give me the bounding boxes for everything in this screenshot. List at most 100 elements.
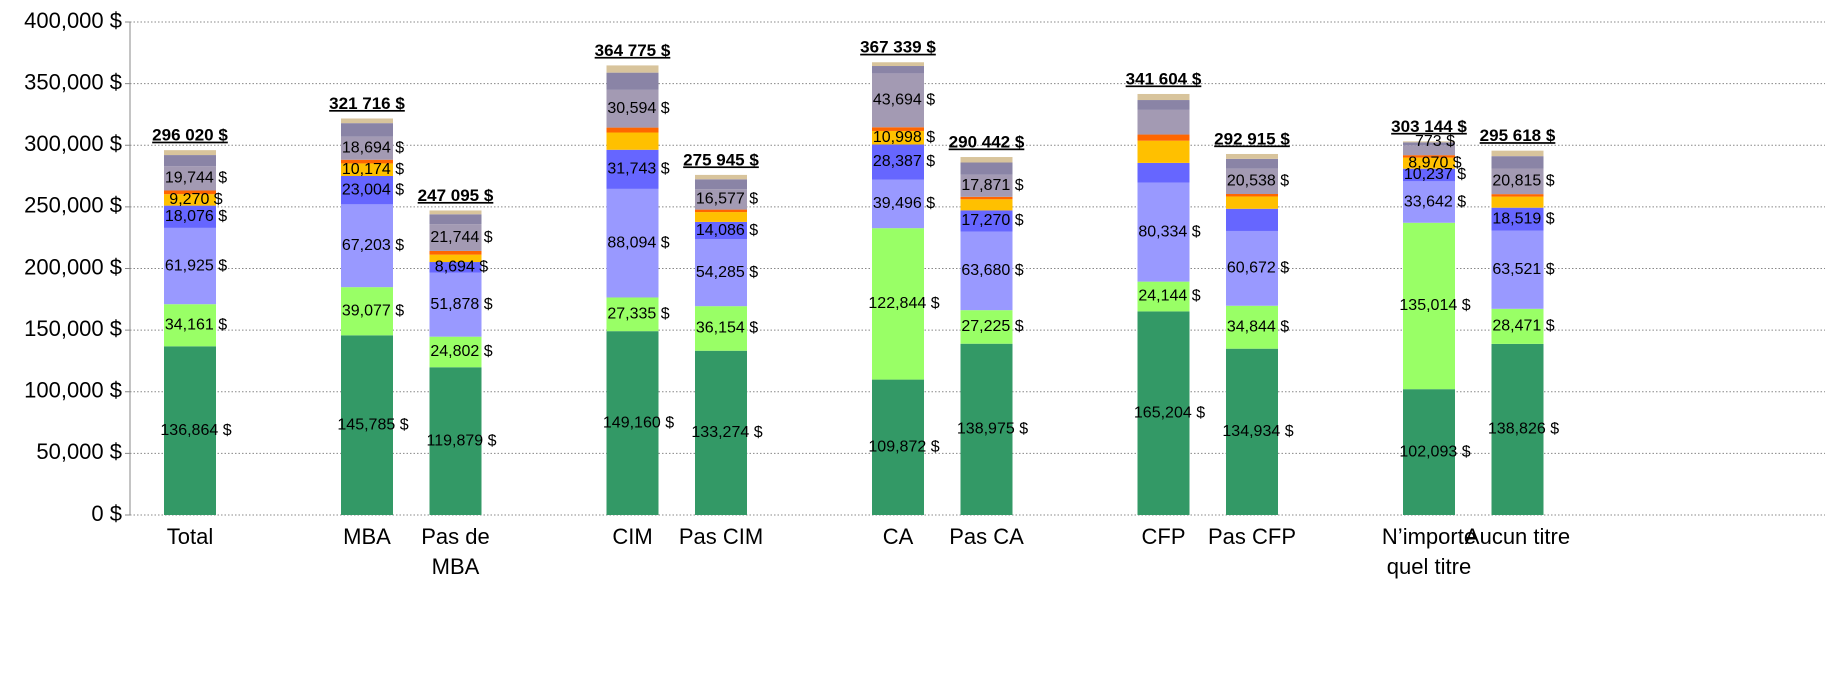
bar-segment [1491,156,1544,169]
value-label: 63,680 $ [961,262,1023,279]
bar-segment [960,231,1013,311]
value-label: 138,975 $ [957,421,1028,438]
bar-segment [341,163,393,176]
bar-segment [1226,193,1278,197]
bar-segment [695,174,747,180]
bar-segment [606,188,659,298]
bar-segment [164,150,216,156]
value-label: 43,694 $ [873,92,935,109]
bar-segment [606,89,659,128]
value-label: 122,844 $ [868,295,939,312]
bar-segment [1491,308,1544,344]
bar-segment [429,272,482,337]
value-label: 8,694 $ [435,259,488,276]
value-label: 10,237 $ [1404,166,1466,183]
bar-segment [695,209,747,213]
bar-segment [1403,157,1455,169]
bar-segment [1226,196,1278,209]
bar-segment [695,212,747,222]
bar-segment [429,210,482,215]
bar-segment [1491,194,1544,197]
value-label: 138,826 $ [1488,421,1559,438]
value-label: 28,387 $ [873,153,935,170]
bar-segment [960,310,1013,344]
value-label: 31,743 $ [607,161,669,178]
bar-segment [341,118,393,124]
value-label: 16,577 $ [696,191,758,208]
bar-segment [341,123,393,137]
bar-segment [164,194,216,206]
value-label: 54,285 $ [696,264,758,281]
bar-segment [695,306,747,351]
value-label: 88,094 $ [607,234,669,251]
bar-segment [960,210,1013,232]
value-label: 30,594 $ [607,100,669,117]
bar-segment [341,287,393,336]
value-label: 18,519 $ [1492,210,1554,227]
value-label: 20,538 $ [1227,173,1289,190]
value-label: 19,744 $ [165,170,227,187]
value-label: 27,335 $ [607,306,669,323]
value-label: 773 $ [1415,133,1455,150]
bar-segment [1403,145,1455,156]
bar-segment [1226,208,1278,231]
bar-segment [872,66,924,74]
bar-segment [606,127,659,133]
bar-segment [341,159,393,164]
value-label: 60,672 $ [1227,260,1289,277]
value-label: 34,844 $ [1227,318,1289,335]
bar-segment [429,367,482,515]
bar-segment [1403,168,1455,182]
value-label: 17,270 $ [961,212,1023,229]
bar-segment [1491,150,1544,157]
value-label: 9,270 $ [169,191,222,208]
value-label: 135,014 $ [1399,297,1470,314]
value-label: 119,879 $ [427,432,497,449]
x-tick-label: Pas CA [949,524,1024,549]
value-label: 149,160 $ [603,414,674,431]
bar-segment [1491,168,1544,195]
value-label: 51,878 $ [430,296,492,313]
value-label: 80,334 $ [1138,223,1200,240]
bar-segment [164,155,216,167]
total-label: 303 144 $ [1391,117,1467,136]
bar-segment [1137,281,1190,312]
bar-segment [872,228,924,380]
bar-segment [872,127,924,131]
bar-segment [606,132,659,150]
bar-segment [341,136,393,160]
bar-segment [429,224,482,251]
bar-segment [960,343,1013,515]
x-tick-label: N’importe quel titre [1381,524,1477,579]
value-label: 28,471 $ [1492,318,1554,335]
bar-segment [1226,348,1278,515]
bar-segment [429,336,482,368]
bar-segment [695,189,747,210]
bar-segment [606,65,659,73]
total-label: 341 604 $ [1126,69,1202,88]
value-label: 36,154 $ [696,320,758,337]
value-label: 14,086 $ [696,222,758,239]
bar-segment [341,204,393,288]
bar-segment [341,175,393,205]
bar-segment [695,239,747,307]
bar-segment [872,179,924,229]
bar-segment [960,174,1013,197]
value-label: 102,093 $ [1399,443,1470,460]
bar-segment [1403,222,1455,390]
value-label: 109,872 $ [868,439,939,456]
value-label: 34,161 $ [165,316,227,333]
bar-segment [960,199,1013,211]
bar-segment [960,157,1013,163]
x-tick-label: Total [166,524,214,549]
bar-segment [1137,162,1190,183]
y-tick-label: 0 $ [91,501,122,526]
value-label: 18,694 $ [342,139,404,156]
x-tick-label: Aucun titre [1464,524,1571,549]
total-label: 295 618 $ [1480,126,1556,145]
y-tick-label: 400,000 $ [24,8,122,33]
value-label: 134,934 $ [1222,423,1293,440]
bar-segment [872,73,924,128]
bar-segment [1491,196,1544,208]
